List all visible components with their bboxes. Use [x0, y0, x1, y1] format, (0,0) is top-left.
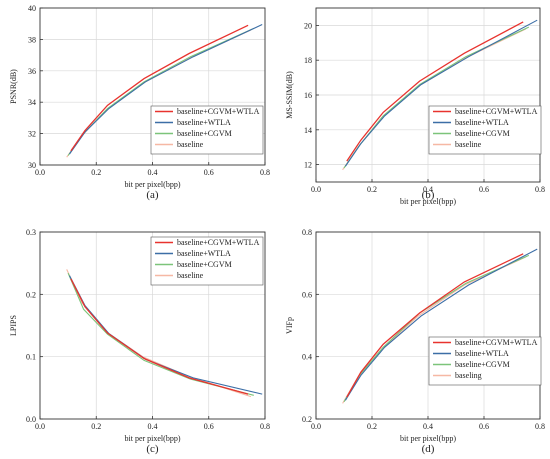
series-line-2 — [344, 248, 538, 401]
panel-caption: (a) — [146, 189, 159, 201]
series-line-1 — [346, 253, 524, 398]
y-tick-label: 36 — [28, 67, 36, 76]
x-tick-label: 0.8 — [535, 185, 545, 194]
series-line-1 — [346, 21, 524, 162]
legend: baseline+CGVM+WTLA baseline+WTLA baseline+… — [428, 105, 542, 155]
legend-label: baseline — [455, 140, 482, 149]
x-tick-label: 0.2 — [91, 168, 101, 177]
x-tick-label: 0.8 — [260, 422, 270, 431]
y-tick-label: 34 — [28, 98, 36, 107]
x-tick-label: 0.4 — [148, 168, 158, 177]
legend-label: baseline+CGVM+WTLA — [455, 338, 538, 347]
legend-label: baseline+WTLA — [455, 118, 509, 127]
x-tick-label: 0.4 — [423, 185, 433, 194]
legend-label: baseline — [177, 271, 204, 280]
legend: baseline+CGVM+WTLA baseline+WTLA baseline+… — [150, 236, 264, 286]
y-axis-label: PSNR(dB) — [9, 69, 18, 104]
legend-label: baseling — [455, 371, 482, 380]
series-line-2 — [69, 24, 263, 155]
series-line-4 — [66, 269, 252, 398]
x-tick-label: 0.6 — [204, 422, 214, 431]
x-axis-label: bit per pixel(bpp) — [125, 180, 181, 189]
panel-caption: (b) — [422, 189, 435, 201]
x-tick-label: 0.6 — [479, 185, 489, 194]
x-tick-label: 0.0 — [35, 168, 45, 177]
y-tick-label: 14 — [304, 126, 312, 135]
series-line-2 — [344, 19, 538, 167]
legend-label: baseline+CGVM — [177, 129, 232, 138]
y-tick-label: 32 — [28, 130, 36, 139]
legend-label: baseline+WTLA — [177, 118, 231, 127]
y-axis-label: MS-SSIM(dB) — [285, 71, 294, 119]
y-tick-label: 30 — [28, 161, 36, 170]
x-tick-label: 0.8 — [260, 168, 270, 177]
x-tick-label: 0.6 — [204, 168, 214, 177]
chart-panel-2: 0.0 0.2 0.4 0.6 0.8 12 14 16 18 20 bit per pixel(b… — [285, 7, 545, 206]
x-axis-label: bit per pixel(bpp) — [125, 434, 181, 443]
x-tick-label: 0.4 — [423, 422, 433, 431]
series-line-1 — [70, 24, 249, 152]
legend-label: baseline+WTLA — [455, 349, 509, 358]
legend-box — [150, 105, 264, 155]
panel-caption: (c) — [146, 443, 159, 455]
legend-label: baseline+CGVM+WTLA — [455, 107, 538, 116]
series-line-2 — [69, 275, 263, 395]
x-tick-label: 0.4 — [148, 422, 158, 431]
y-axis-label: LPIPS — [9, 315, 18, 336]
legend-box — [150, 236, 264, 286]
series-line-1 — [70, 278, 249, 395]
x-tick-label: 0.2 — [91, 422, 101, 431]
legend-label: baseline+CGVM+WTLA — [177, 107, 260, 116]
y-tick-label: 0.2 — [302, 415, 312, 424]
legend-box — [428, 336, 542, 386]
legend: baseline+CGVM+WTLA baseline+WTLA baseline+… — [428, 336, 542, 386]
legend-label: baseline+CGVM+WTLA — [177, 238, 260, 247]
chart-panel-1: 0.0 0.2 0.4 0.6 0.8 30 32 34 36 38 40 bit per pixel… — [9, 4, 270, 201]
legend-box — [428, 105, 542, 155]
legend-label: baseline+CGVM — [177, 260, 232, 269]
y-tick-label: 12 — [304, 161, 312, 170]
x-tick-label: 0.6 — [479, 422, 489, 431]
y-tick-label: 0.3 — [26, 228, 36, 237]
x-tick-label: 0.0 — [311, 185, 321, 194]
legend-label: baseline+WTLA — [177, 249, 231, 258]
x-tick-label: 0.0 — [311, 422, 321, 431]
x-tick-label: 0.0 — [35, 422, 45, 431]
y-tick-label: 0.0 — [26, 415, 36, 424]
chart-panel-3: 0.0 0.2 0.4 0.6 0.8 0.0 0.1 0.2 0.3 bit per pixel… — [9, 228, 270, 455]
y-tick-label: 0.6 — [302, 290, 312, 299]
y-tick-label: 0.8 — [302, 228, 312, 237]
legend-label: baseline+CGVM — [455, 129, 510, 138]
y-tick-label: 38 — [28, 35, 36, 44]
legend: baseline+CGVM+WTLA baseline+WTLA baseline+… — [150, 105, 264, 155]
y-tick-label: 16 — [304, 91, 312, 100]
x-tick-label: 0.8 — [535, 422, 545, 431]
y-tick-label: 40 — [28, 4, 36, 13]
legend-label: baseline — [177, 140, 204, 149]
y-tick-label: 0.1 — [26, 353, 36, 362]
y-tick-label: 18 — [304, 56, 312, 65]
y-axis-label: VIFp — [285, 317, 294, 334]
y-tick-label: 0.2 — [26, 290, 36, 299]
legend-label: baseline+CGVM — [455, 360, 510, 369]
x-axis-label: bit per pixel(bpp) — [400, 197, 456, 206]
y-tick-label: 20 — [304, 21, 312, 30]
x-tick-label: 0.2 — [367, 185, 377, 194]
panel-caption: (d) — [422, 443, 435, 455]
x-tick-label: 0.2 — [367, 422, 377, 431]
y-tick-label: 0.4 — [302, 353, 312, 362]
x-axis-label: bit per pixel(bpp) — [400, 434, 456, 443]
